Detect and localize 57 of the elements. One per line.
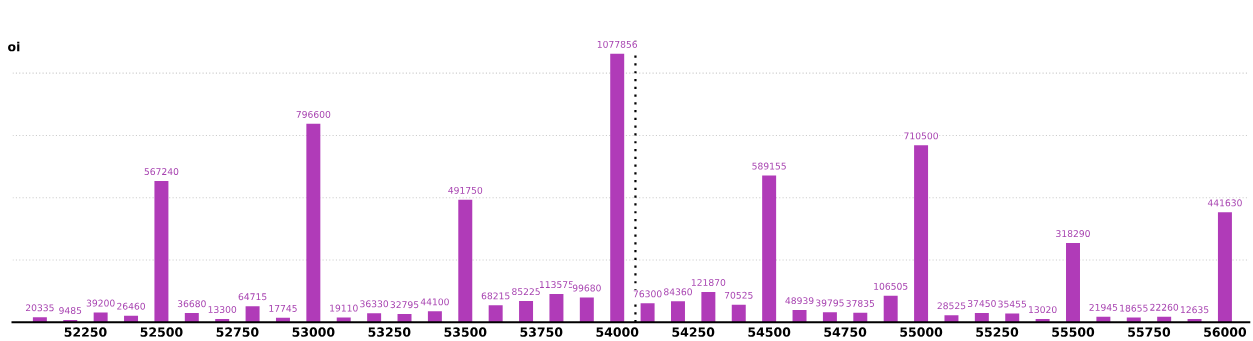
- data-label: 70525: [724, 291, 753, 299]
- x-tick-label: 52500: [140, 327, 183, 337]
- data-label: 39795: [816, 299, 844, 307]
- data-label: 37835: [846, 299, 875, 307]
- data-label: 64715: [238, 293, 267, 301]
- x-tick-label: 54750: [824, 327, 867, 337]
- data-label: 106505: [874, 282, 908, 290]
- data-label: 18655: [1120, 304, 1148, 312]
- x-tick-label: 55250: [976, 327, 1019, 337]
- data-label: 710500: [904, 132, 938, 140]
- x-tick-label: 52250: [64, 327, 107, 337]
- x-tick-label: 54000: [596, 327, 639, 337]
- x-tick-label: 52750: [216, 327, 259, 337]
- data-label: 589155: [752, 162, 786, 170]
- x-tick-label: 53500: [444, 327, 487, 337]
- data-label: 84360: [664, 288, 692, 296]
- data-label: 99680: [572, 284, 601, 292]
- data-label: 28525: [937, 302, 966, 310]
- data-label: 37450: [967, 300, 996, 307]
- data-label: 13300: [208, 306, 237, 313]
- data-label: 567240: [144, 168, 179, 176]
- x-tick-label: 53750: [520, 327, 563, 337]
- x-tick-label: 54500: [748, 327, 791, 337]
- data-label: 20335: [25, 304, 54, 312]
- x-tick-label: 55000: [900, 327, 943, 337]
- data-label: 36330: [360, 300, 389, 308]
- data-label: 36680: [177, 300, 206, 308]
- data-label: 32795: [390, 301, 419, 309]
- data-label: 12635: [1180, 306, 1209, 314]
- data-label: 26460: [117, 302, 146, 310]
- data-label: 85225: [512, 288, 540, 296]
- data-label: 21945: [1089, 303, 1118, 311]
- data-label: 68215: [481, 292, 510, 300]
- data-label: 441630: [1207, 199, 1242, 207]
- data-label: 13020: [1029, 306, 1057, 314]
- data-label: 796600: [296, 110, 331, 118]
- x-tick-label: 53250: [368, 327, 411, 337]
- x-tick-label: 55750: [1128, 327, 1171, 337]
- data-label: 39200: [86, 299, 115, 307]
- data-label: 48939: [785, 297, 814, 305]
- x-tick-label: 54250: [672, 327, 715, 337]
- data-label: 491750: [448, 186, 483, 194]
- data-label: 19110: [330, 304, 358, 312]
- data-label: 17745: [269, 305, 297, 312]
- data-label: 113575: [539, 281, 574, 289]
- data-label: 76300: [633, 290, 662, 298]
- data-label: 121870: [691, 279, 726, 286]
- data-label: 44100: [420, 298, 449, 306]
- x-tick-label: 53000: [292, 327, 335, 337]
- data-label: 22260: [1150, 303, 1179, 311]
- data-label: 9485: [59, 307, 82, 314]
- data-label: 318290: [1056, 230, 1090, 238]
- x-tick-label: 55500: [1052, 327, 1095, 337]
- y-axis-title: oi: [8, 41, 20, 52]
- x-tick-label: 56000: [1204, 327, 1247, 337]
- data-label: 1077856: [597, 40, 638, 48]
- data-label: 35455: [998, 300, 1027, 308]
